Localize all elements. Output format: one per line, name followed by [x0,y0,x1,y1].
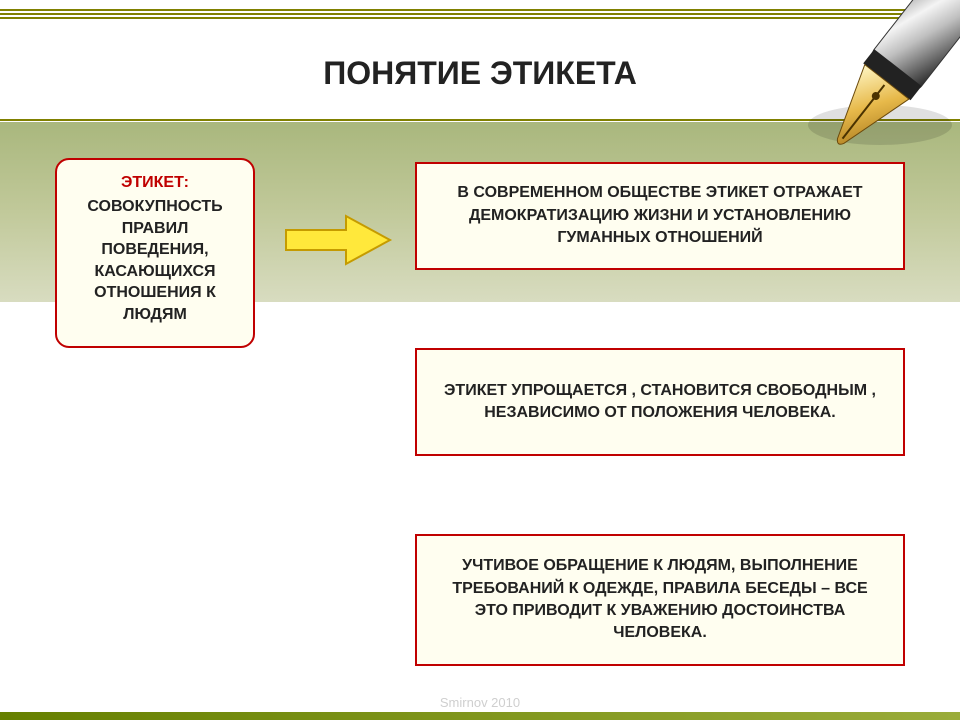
arrow-icon [284,214,394,266]
definition-box: ЭТИКЕТ: СОВОКУПНОСТЬ ПРАВИЛ ПОВЕДЕНИЯ, К… [55,158,255,348]
point-text: В СОВРЕМЕННОМ ОБЩЕСТВЕ ЭТИКЕТ ОТРАЖАЕТ Д… [435,182,885,249]
point-box-2: ЭТИКЕТ УПРОЩАЕТСЯ , СТАНОВИТСЯ СВОБОДНЫМ… [415,348,905,456]
definition-body: СОВОКУПНОСТЬ ПРАВИЛ ПОВЕДЕНИЯ, КАСАЮЩИХС… [87,198,222,323]
point-box-1: В СОВРЕМЕННОМ ОБЩЕСТВЕ ЭТИКЕТ ОТРАЖАЕТ Д… [415,162,905,270]
point-box-3: УЧТИВОЕ ОБРАЩЕНИЕ К ЛЮДЯМ, ВЫПОЛНЕНИЕ ТР… [415,534,905,666]
footer-bar [0,712,960,720]
credit-text: Smirnov 2010 [0,695,960,710]
point-text: ЭТИКЕТ УПРОЩАЕТСЯ , СТАНОВИТСЯ СВОБОДНЫМ… [435,380,885,425]
point-text: УЧТИВОЕ ОБРАЩЕНИЕ К ЛЮДЯМ, ВЫПОЛНЕНИЕ ТР… [435,555,885,645]
definition-title: ЭТИКЕТ: [67,174,243,192]
fountain-pen-icon [795,0,960,165]
